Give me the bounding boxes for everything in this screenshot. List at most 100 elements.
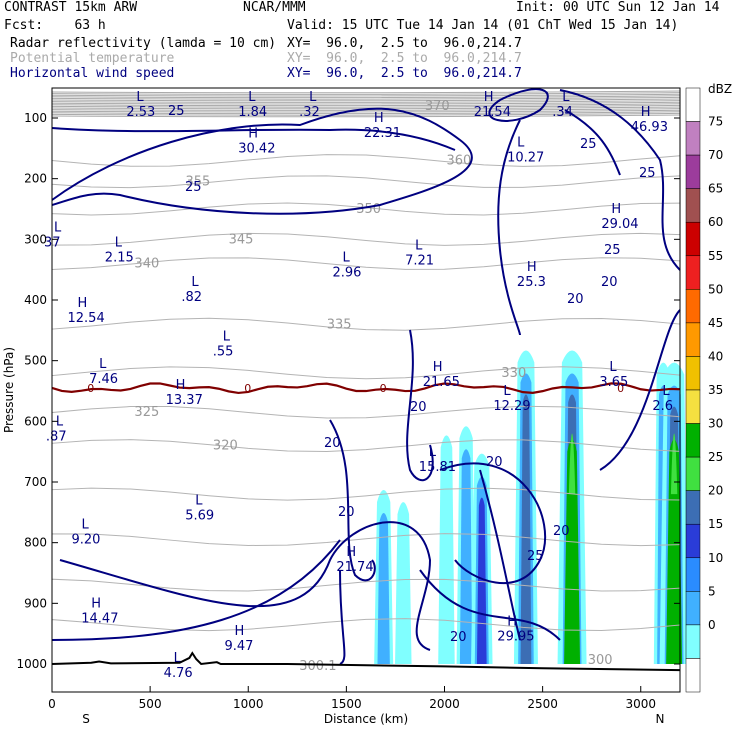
colorbar-swatch [685,624,701,659]
colorbar-swatch [685,188,701,223]
theta-line-stack [51,93,681,97]
freezing-level-label: 0 [244,382,251,395]
wind-contour-label: 25 [168,104,185,119]
colorbar-swatch [685,121,701,156]
valid-time: Valid: 15 UTC Tue 14 Jan 14 (01 ChT Wed … [287,18,679,33]
extremum-type: L [115,236,123,251]
extremum-type: H [91,596,101,611]
colorbar-swatch [685,557,701,592]
colorbar-label: 0 [708,618,716,632]
y-tick-label: 500 [24,354,47,368]
extremum-value: 2.6 [652,399,673,414]
theta-contour [51,533,681,547]
x-tick-label: 3000 [625,697,656,711]
extremum-type: L [195,493,203,508]
colorbar-unit: dBZ [708,82,732,96]
wind-speed-contours: 25 25 25 25 25 20 20 20 20 20 20 25 20 20 [51,88,681,665]
y-tick-label: 800 [24,536,47,550]
wind-contour [51,127,456,151]
colorbar-label: 10 [708,551,723,565]
extremum-value: .55 [213,345,234,360]
theta-label: 350 [356,202,381,217]
colorbar-label: 55 [708,249,723,263]
reflectivity-column-max [568,433,576,495]
theta-label: 370 [425,99,450,114]
init-time: Init: 00 UTC Sun 12 Jan 14 [516,0,720,15]
theta-line-stack [51,101,681,105]
extremum-value: 46.93 [631,120,668,135]
extremum-type: H [374,111,384,126]
theta-contour [51,154,681,167]
model-title: CONTRAST 15km ARW [4,0,138,15]
wind-contour [488,88,549,122]
extremum-type: L [174,651,182,666]
theta-line-stack [51,100,681,103]
extremum-value: 2.53 [126,105,155,120]
extremum-value: 12.29 [493,399,530,414]
extremum-value: .82 [181,290,202,305]
extremum-value: 15.81 [419,460,456,475]
north-label: N [656,712,665,726]
extremum-value: 7.21 [405,254,434,269]
y-tick-label: 300 [24,232,47,246]
colorbar-swatch [685,87,701,122]
colorbar-swatch [685,423,701,458]
colorbar-label: 5 [708,584,716,598]
wind-contour [329,419,376,582]
terrain-line [51,651,681,672]
extremum-value: 21.54 [474,105,511,120]
colorbar-swatch [685,221,701,257]
wind-contour [497,119,521,336]
colorbar-label: 30 [708,417,723,431]
extremum-type: H [433,360,443,375]
field-theta-name: Potential temperature [10,51,175,66]
wind-contour-label: 20 [601,275,618,290]
theta-line-stack [51,92,681,95]
reflectivity-layer [374,350,689,664]
theta-label: 345 [229,232,254,247]
colorbar-label: 40 [708,349,723,363]
reflectivity-column-core [377,513,390,664]
y-axis-label: Pressure (hPa) [2,347,16,433]
wind-contour-label: 20 [553,524,570,539]
colorbar-swatch [685,591,701,626]
theta-line-stack [51,111,681,115]
colorbar-label: 75 [708,115,723,129]
theta-contour [51,578,681,592]
x-tick-label: 0 [48,697,56,711]
x-tick-label: 2500 [527,697,558,711]
extremum-type: H [78,296,88,311]
extremum-type: L [223,330,231,345]
field-wind-name: Horizontal wind speed [10,66,175,81]
wind-contour [51,539,341,641]
extremum-value: 30.42 [238,141,275,156]
theta-label: 300 [588,653,613,668]
extremum-type: L [56,414,64,429]
extremum-value: 22.31 [364,126,401,141]
wind-contour [339,569,346,665]
theta-contour [51,439,681,452]
wind-contour [51,107,473,215]
extremum-value: 21.65 [423,375,460,390]
colorbar-swatch [685,389,701,424]
extremum-value: 9.47 [225,639,254,654]
x-tick-label: 1500 [331,697,362,711]
extremum-value: 25.3 [517,275,546,290]
extremum-type: H [507,615,517,630]
wind-contour [479,469,521,641]
plot-frame [51,87,681,693]
theta-line-stack [51,95,681,99]
wind-contour [59,521,432,651]
reflectivity-column-outer [395,502,412,664]
extremum-type: L [415,239,423,254]
freezing-level-label: 0 [617,382,624,395]
theta-line-stack [51,104,681,108]
theta-line-stack [51,114,681,118]
theta-contour [51,232,681,246]
south-label: S [82,712,90,726]
extremum-value: .87 [46,429,67,444]
extremum-value: 4.76 [164,666,193,681]
wind-contour [559,89,681,271]
extremum-type: H [346,545,356,560]
